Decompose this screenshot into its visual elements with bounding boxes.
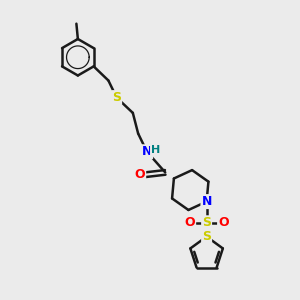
Text: N: N <box>142 145 152 158</box>
Text: N: N <box>201 195 212 208</box>
Text: H: H <box>151 145 160 155</box>
Text: O: O <box>184 216 195 229</box>
Text: O: O <box>218 216 229 229</box>
Text: S: S <box>202 216 211 229</box>
Text: S: S <box>112 91 121 104</box>
Text: S: S <box>202 230 211 243</box>
Text: O: O <box>135 168 145 181</box>
